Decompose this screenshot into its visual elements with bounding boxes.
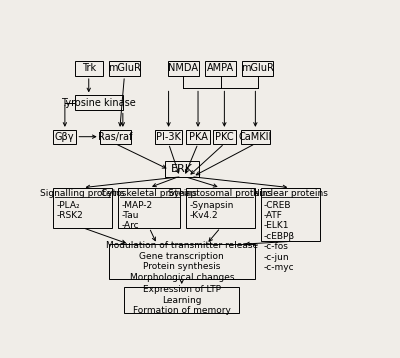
FancyBboxPatch shape <box>168 61 199 76</box>
FancyBboxPatch shape <box>186 130 210 144</box>
Text: -Synapsin
-Kv4.2: -Synapsin -Kv4.2 <box>190 200 234 220</box>
Text: mGluR: mGluR <box>241 63 274 73</box>
Text: Signalling proteins: Signalling proteins <box>40 189 125 198</box>
FancyBboxPatch shape <box>155 130 182 144</box>
Text: Modulation of transmitter release
Gene transcription
Protein synthesis
Morpholog: Modulation of transmitter release Gene t… <box>106 241 258 281</box>
FancyBboxPatch shape <box>205 61 236 76</box>
FancyBboxPatch shape <box>75 61 103 76</box>
Text: Nuclear proteins: Nuclear proteins <box>253 189 328 198</box>
FancyBboxPatch shape <box>186 188 255 228</box>
Text: Synaptosomal proteins: Synaptosomal proteins <box>168 189 272 198</box>
Text: PKA: PKA <box>188 132 208 142</box>
Text: -PLA₂
-RSK2: -PLA₂ -RSK2 <box>56 200 83 220</box>
Text: AMPA: AMPA <box>207 63 234 73</box>
FancyBboxPatch shape <box>165 161 199 176</box>
Text: PI-3K: PI-3K <box>156 132 181 142</box>
FancyBboxPatch shape <box>213 130 236 144</box>
Text: Tyrosine kinase: Tyrosine kinase <box>62 98 136 108</box>
FancyBboxPatch shape <box>241 130 270 144</box>
FancyBboxPatch shape <box>53 130 76 144</box>
FancyBboxPatch shape <box>100 130 131 144</box>
Text: Ras/raf: Ras/raf <box>98 132 132 142</box>
FancyBboxPatch shape <box>53 188 112 228</box>
Text: Trk: Trk <box>82 63 96 73</box>
Text: mGluR: mGluR <box>108 63 141 73</box>
FancyBboxPatch shape <box>75 95 123 111</box>
FancyBboxPatch shape <box>109 61 140 76</box>
FancyBboxPatch shape <box>124 287 239 313</box>
Text: PKC: PKC <box>215 132 234 142</box>
Text: CaMKII: CaMKII <box>239 132 272 142</box>
Text: ERK: ERK <box>171 164 193 174</box>
FancyBboxPatch shape <box>118 188 180 228</box>
Text: Expression of LTP
Learning
Formation of memory: Expression of LTP Learning Formation of … <box>133 285 231 315</box>
FancyBboxPatch shape <box>242 61 273 76</box>
Text: Cytoskeletal proteins: Cytoskeletal proteins <box>101 189 197 198</box>
Text: Gβγ: Gβγ <box>55 132 74 142</box>
FancyBboxPatch shape <box>109 244 254 279</box>
Text: -CREB
-ATF
-ELK1
-cEBPβ
-c-fos
-c-jun
-c-myc: -CREB -ATF -ELK1 -cEBPβ -c-fos -c-jun -c… <box>264 200 295 272</box>
FancyBboxPatch shape <box>261 188 320 241</box>
Text: -MAP-2
-Tau
-Arc: -MAP-2 -Tau -Arc <box>121 200 152 231</box>
Text: NMDA: NMDA <box>168 63 198 73</box>
